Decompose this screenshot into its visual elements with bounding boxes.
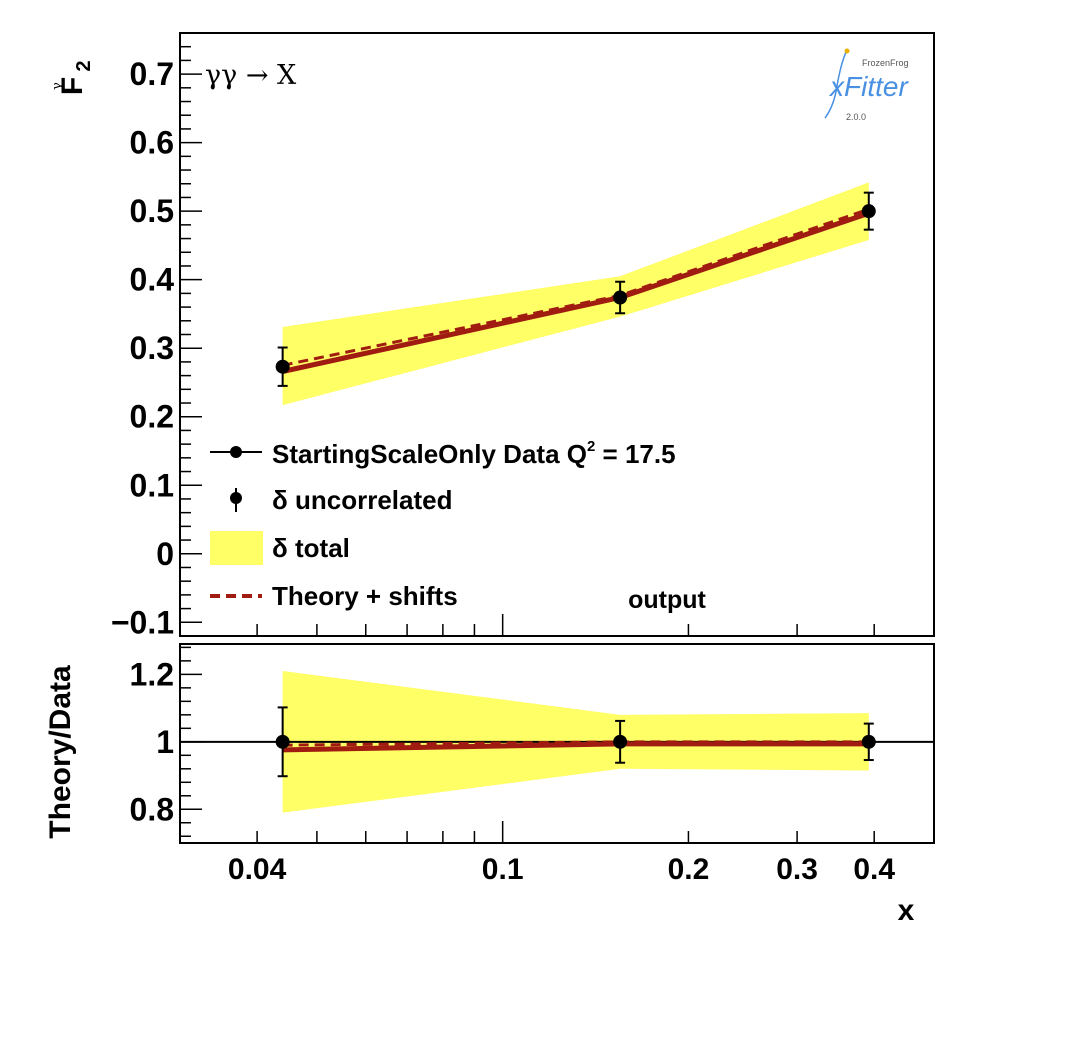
- y-tick-label: 1: [156, 724, 174, 760]
- main-y-axis-label: F 2 γ: [50, 60, 95, 95]
- data-point: [613, 719, 628, 764]
- data-marker: [861, 734, 876, 749]
- svg-text:FrozenFrog: FrozenFrog: [862, 58, 909, 68]
- x-tick-label: 0.1: [482, 853, 524, 886]
- svg-text:2.0.0: 2.0.0: [846, 112, 866, 122]
- main-plot-panel: −0.1 0 0.1 0.2 0.3 0.4 0.5 0.6 0.7: [111, 32, 935, 640]
- ratio-plot-panel: 0.8 1 1.2 0.04 0.1 0.2 0.3 0.4: [130, 643, 935, 886]
- y-tick-label: 1.2: [130, 656, 174, 692]
- legend: StartingScaleOnly Data Q2 = 17.5 δ uncor…: [210, 438, 676, 611]
- data-point: [613, 280, 628, 315]
- y-tick-label: 0.6: [130, 125, 174, 161]
- legend-entry-theory: Theory + shifts: [210, 581, 458, 611]
- x-tick-label: 0.04: [228, 853, 287, 886]
- data-marker: [861, 204, 876, 219]
- legend-entry-data: StartingScaleOnly Data Q2 = 17.5: [210, 438, 676, 469]
- y-tick-label: 0.7: [130, 56, 174, 92]
- data-point: [275, 706, 290, 778]
- xfitter-logo: FrozenFrog xFitter 2.0.0: [824, 48, 909, 122]
- total-uncertainty-band: [282, 182, 869, 406]
- legend-entry-uncorrelated: δ uncorrelated: [230, 485, 452, 515]
- svg-text:xFitter: xFitter: [828, 71, 909, 102]
- x-tick-label: 0.4: [853, 853, 895, 886]
- x-tick-label: 0.2: [668, 853, 710, 886]
- data-marker: [275, 359, 290, 374]
- svg-text:δ total: δ total: [272, 533, 350, 563]
- x-axis-label: x: [898, 894, 915, 927]
- svg-text:F: F: [56, 77, 89, 95]
- y-tick-label: 0.4: [130, 262, 175, 298]
- data-marker: [613, 290, 628, 305]
- panel-frame: [179, 643, 935, 844]
- svg-text:Theory + shifts: Theory + shifts: [272, 581, 458, 611]
- svg-text:StartingScaleOnly Data Q2 = 1: StartingScaleOnly Data Q2 = 17.5: [272, 438, 676, 469]
- legend-entry-total: δ total: [210, 531, 350, 565]
- data-marker: [613, 734, 628, 749]
- data-point: [861, 722, 876, 762]
- process-label: γγ → X: [205, 60, 297, 91]
- logo-swirl-icon: [824, 49, 848, 119]
- data-marker: [275, 734, 290, 749]
- data-point: [861, 191, 876, 231]
- svg-text:δ uncorrelated: δ uncorrelated: [272, 485, 452, 515]
- y-tick-label: 0: [156, 536, 174, 572]
- svg-text:γ: γ: [50, 82, 65, 90]
- y-tick-label: 0.8: [130, 791, 174, 827]
- logo-dot-icon: [844, 48, 850, 54]
- y-tick-label: 0.2: [130, 399, 174, 435]
- sample-label: output: [628, 586, 706, 614]
- data-point: [275, 346, 290, 387]
- y-tick-label: 0.5: [130, 193, 174, 229]
- y-tick-label: −0.1: [111, 604, 174, 640]
- x-tick-label: 0.3: [776, 853, 818, 886]
- ratio-y-axis-label: Theory/Data: [44, 665, 77, 839]
- svg-text:2: 2: [73, 60, 95, 71]
- y-tick-label: 0.1: [130, 467, 174, 503]
- y-tick-label: 0.3: [130, 330, 174, 366]
